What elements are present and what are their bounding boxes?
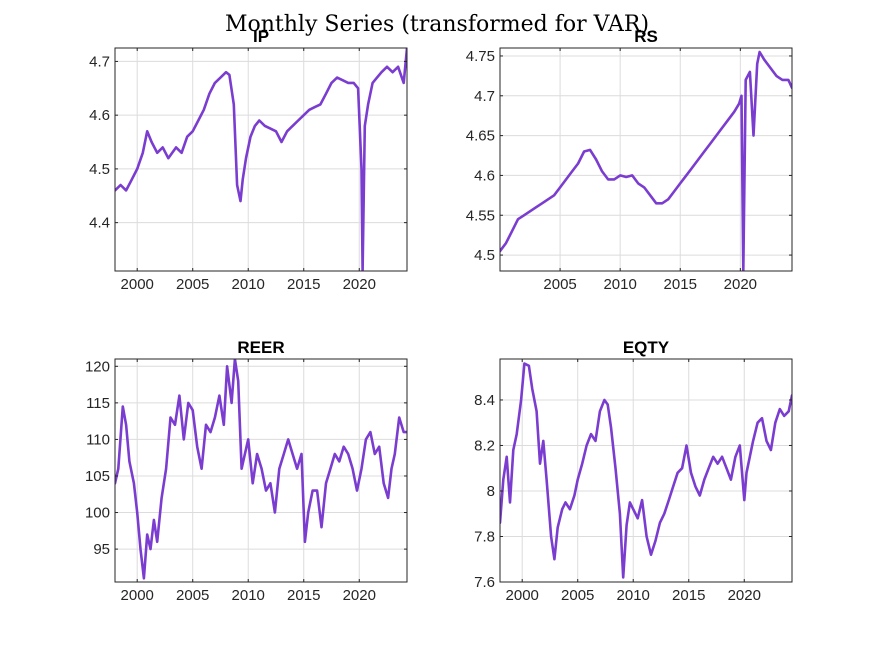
series-line-ip [115, 48, 407, 271]
x-tick-label: 2015 [672, 587, 705, 604]
plot-area [115, 48, 407, 271]
subplot-ip: 2000 2005 2010 2015 2020 4.4 4.5 4.6 4.7 IP [89, 27, 408, 293]
x-tick-label: 2000 [121, 587, 154, 604]
y-tick-label: 4.5 [89, 161, 110, 178]
series-line-reer [115, 359, 407, 580]
subplot-eqty: 2000 2005 2010 2015 2020 7.6 7.8 8 8.2 8.4 EQTY [474, 338, 793, 604]
y-tick-label: 4.65 [466, 128, 495, 145]
subplot-title-ip: IP [253, 27, 269, 46]
y-tick-label: 4.6 [89, 107, 110, 124]
x-tick-label: 2020 [343, 587, 376, 604]
y-tick-label: 8.4 [474, 392, 495, 409]
y-tick-label: 120 [85, 358, 110, 375]
subplot-title-eqty: EQTY [623, 338, 670, 357]
x-tick-label: 2000 [506, 587, 539, 604]
x-tick-label: 2005 [543, 276, 576, 293]
x-tick-label: 2010 [617, 587, 650, 604]
x-tick-label: 2000 [121, 276, 154, 293]
x-tick-label: 2015 [287, 587, 320, 604]
axes-frame [499, 358, 793, 583]
subplot-reer: 2000 2005 2010 2015 2020 95 100 105 110 115 120 REE… [85, 338, 408, 604]
y-tick-label: 4.7 [89, 53, 110, 70]
y-tick-label: 7.8 [474, 528, 495, 545]
axes-frame [499, 47, 793, 272]
x-tick-label: 2005 [176, 587, 209, 604]
subplot-title-rs: RS [634, 27, 658, 46]
y-tick-label: 110 [86, 431, 110, 448]
x-tick-label: 2005 [561, 587, 594, 604]
y-tick-label: 115 [86, 395, 110, 412]
series-line-eqty [500, 362, 792, 579]
x-tick-label: 2020 [724, 276, 757, 293]
y-tick-label: 4.5 [474, 247, 495, 264]
y-tick-label: 7.6 [474, 574, 495, 591]
y-tick-label: 4.55 [466, 207, 495, 224]
y-tick-label: 95 [93, 541, 110, 558]
x-tick-label: 2015 [287, 276, 320, 293]
y-tick-label: 105 [85, 468, 110, 485]
series-line-rs [500, 50, 792, 271]
figure-title: Monthly Series (transformed for VAR) [225, 12, 649, 37]
y-tick-label: 4.4 [89, 215, 110, 232]
plot-area [500, 48, 792, 271]
y-tick-label: 4.6 [474, 167, 495, 184]
axes-frame [114, 358, 408, 583]
x-tick-label: 2010 [232, 587, 265, 604]
x-tick-label: 2010 [232, 276, 265, 293]
y-tick-label: 4.75 [466, 48, 495, 65]
plot-area [500, 359, 792, 582]
x-tick-label: 2005 [176, 276, 209, 293]
x-tick-label: 2015 [664, 276, 697, 293]
y-tick-label: 100 [85, 505, 110, 522]
y-tick-label: 8 [487, 483, 495, 500]
x-tick-label: 2020 [728, 587, 761, 604]
x-tick-label: 2010 [603, 276, 636, 293]
x-tick-label: 2020 [343, 276, 376, 293]
y-tick-label: 4.7 [474, 88, 495, 105]
axes-frame [114, 47, 408, 272]
subplot-title-reer: REER [237, 338, 284, 357]
subplot-rs: 2005 2010 2015 2020 4.5 4.55 4.6 4.65 4.7 4.75 RS [466, 27, 793, 293]
y-tick-label: 8.2 [474, 437, 495, 454]
